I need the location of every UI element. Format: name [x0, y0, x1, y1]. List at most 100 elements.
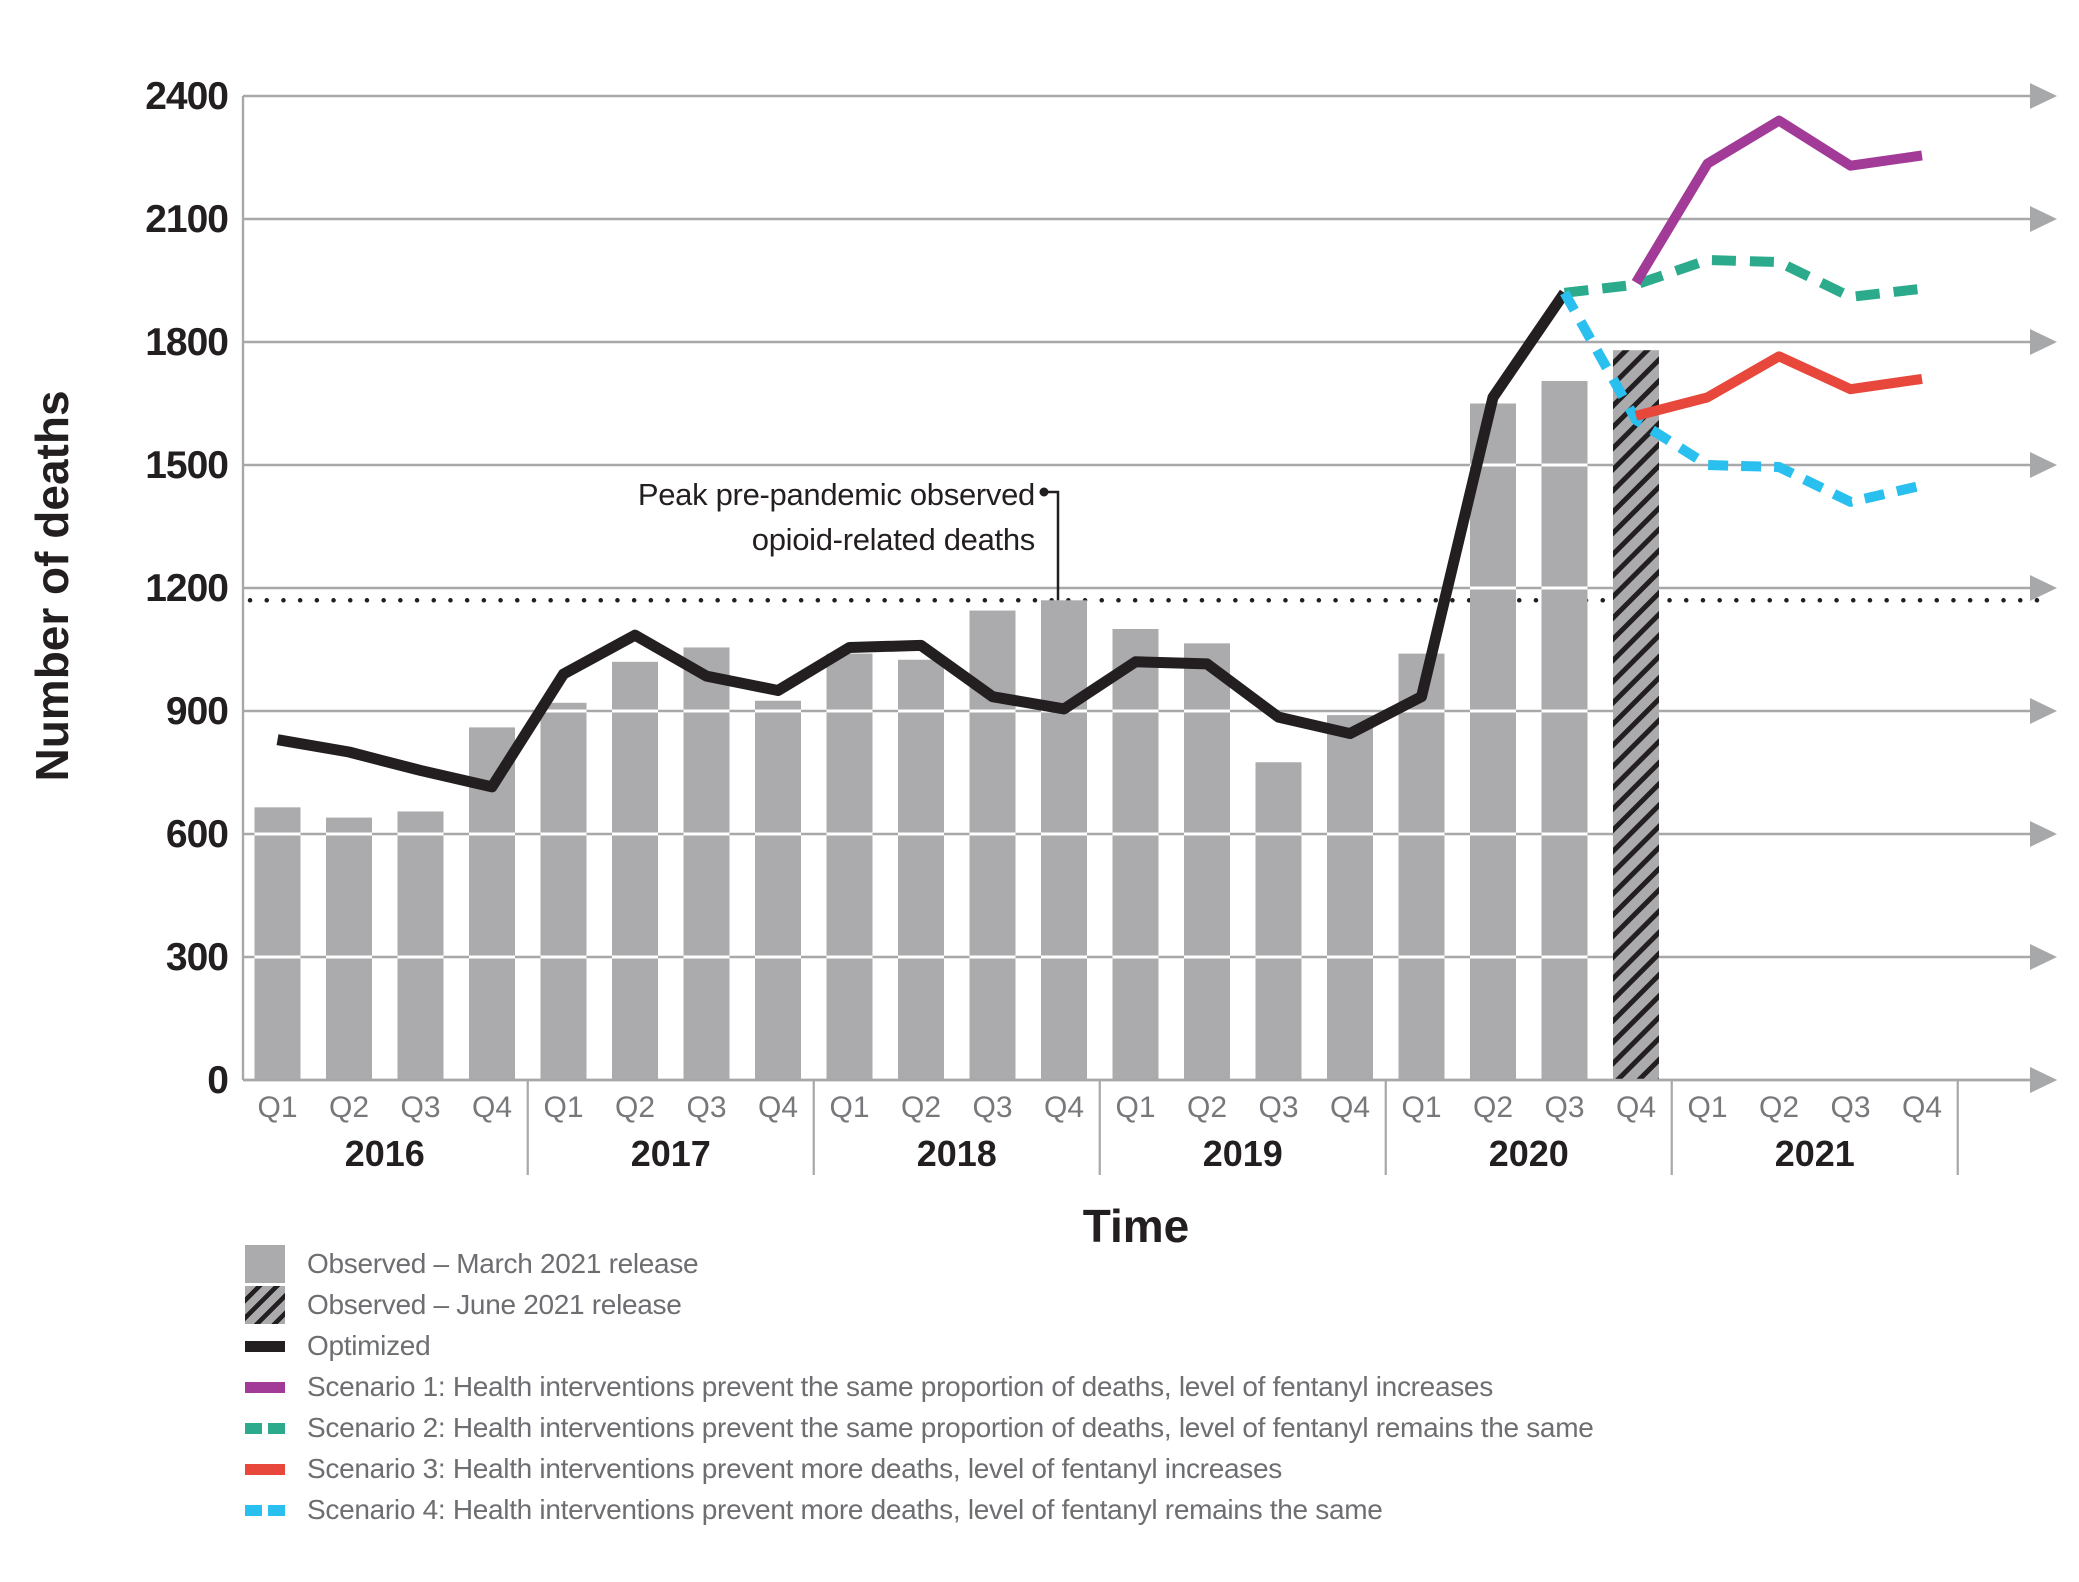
legend-item-scenario-3: Scenario 3: Health interventions prevent… — [245, 1453, 1594, 1484]
grid-arrow-icon — [2030, 329, 2057, 355]
x-tick-label-quarter: Q4 — [1044, 1091, 1084, 1124]
grid-arrow-icon — [2030, 698, 2057, 724]
bar — [898, 659, 944, 1080]
grid-arrow-icon — [2030, 83, 2057, 109]
grid-arrow-icon — [2030, 575, 2057, 601]
x-tick-label-quarter: Q1 — [543, 1091, 583, 1124]
x-tick-label-year: 2017 — [631, 1133, 711, 1174]
y-tick-label: 1200 — [145, 567, 228, 610]
bar — [683, 647, 730, 1080]
y-tick-label: 1500 — [145, 444, 228, 487]
green-dashed-swatch-icon — [245, 1422, 285, 1434]
scenario-1-line — [1631, 115, 1923, 286]
legend-label: Scenario 3: Health interventions prevent… — [307, 1453, 1282, 1484]
x-tick-label-year: 2021 — [1775, 1133, 1855, 1174]
hatched-bar — [1613, 350, 1659, 1080]
bar — [612, 661, 658, 1080]
legend-label: Scenario 2: Health interventions prevent… — [307, 1412, 1594, 1443]
bar-swatch-icon — [245, 1245, 285, 1283]
bar — [826, 653, 873, 1080]
x-tick-label-quarter: Q1 — [829, 1091, 869, 1124]
peak-annotation-line2: opioid-related deaths — [751, 522, 1036, 557]
optimized-line — [276, 289, 1570, 793]
annotation-connector — [1044, 490, 1060, 601]
bar — [540, 702, 587, 1080]
cyan-dashed-swatch-icon — [245, 1504, 285, 1516]
bar — [1255, 762, 1302, 1080]
legend-label: Observed – March 2021 release — [307, 1248, 699, 1279]
x-tick-label-quarter: Q3 — [1258, 1091, 1298, 1124]
bar — [1041, 600, 1087, 1080]
x-tick-label-quarter: Q1 — [1115, 1091, 1155, 1124]
legend-item-observed-march: Observed – March 2021 release — [245, 1245, 1594, 1283]
x-tick-label-quarter: Q2 — [329, 1091, 369, 1124]
x-tick-label-quarter: Q1 — [1687, 1091, 1727, 1124]
x-tick-label-quarter: Q2 — [901, 1091, 941, 1124]
black-line-swatch-icon — [245, 1340, 285, 1352]
y-tick-label: 2100 — [145, 198, 228, 241]
bar — [1327, 715, 1373, 1080]
bar — [1112, 629, 1159, 1080]
legend-item-scenario-4: Scenario 4: Health interventions prevent… — [245, 1494, 1594, 1525]
bar — [755, 700, 801, 1080]
y-tick-label: 2400 — [145, 75, 228, 118]
y-axis-title: Number of deaths — [26, 390, 78, 782]
legend-label: Observed – June 2021 release — [307, 1289, 682, 1320]
grid-arrow-icon — [2030, 206, 2057, 232]
grid-arrow-icon — [2030, 944, 2057, 970]
purple-line-swatch-icon — [245, 1381, 285, 1393]
y-tick-label: 300 — [166, 936, 228, 979]
x-tick-label-quarter: Q4 — [1616, 1091, 1656, 1124]
x-tick-label-quarter: Q4 — [1330, 1091, 1370, 1124]
legend-item-optimized: Optimized — [245, 1330, 1594, 1361]
legend-label: Optimized — [307, 1330, 431, 1361]
x-tick-label-quarter: Q1 — [257, 1091, 297, 1124]
legend-label: Scenario 1: Health interventions prevent… — [307, 1371, 1493, 1402]
scenario-3-line — [1634, 351, 1923, 421]
bar — [1184, 643, 1230, 1080]
y-tick-label: 600 — [166, 813, 228, 856]
y-tick-label: 1800 — [145, 321, 228, 364]
legend-item-scenario-1: Scenario 1: Health interventions prevent… — [245, 1371, 1594, 1402]
red-line-swatch-icon — [245, 1463, 285, 1475]
x-tick-label-quarter: Q3 — [1544, 1091, 1584, 1124]
x-tick-label-quarter: Q3 — [686, 1091, 726, 1124]
x-tick-label-year: 2018 — [917, 1133, 997, 1174]
y-tick-label: 900 — [166, 690, 228, 733]
grid-arrow-icon — [2030, 821, 2057, 847]
x-tick-label-quarter: Q4 — [758, 1091, 798, 1124]
x-tick-label-quarter: Q4 — [472, 1091, 512, 1124]
x-tick-label-quarter: Q3 — [1830, 1091, 1870, 1124]
legend: Observed – March 2021 release Observed –… — [245, 1245, 1594, 1537]
scenario-4-line — [1560, 290, 1924, 507]
bar — [1541, 380, 1588, 1080]
x-axis-arrow-icon — [2030, 1067, 2057, 1093]
legend-item-scenario-2: Scenario 2: Health interventions prevent… — [245, 1412, 1594, 1443]
x-tick-label-quarter: Q3 — [972, 1091, 1012, 1124]
x-tick-label-quarter: Q4 — [1902, 1091, 1942, 1124]
x-tick-label-quarter: Q2 — [615, 1091, 655, 1124]
peak-annotation-line1: Peak pre-pandemic observed — [637, 477, 1035, 512]
legend-label: Scenario 4: Health interventions prevent… — [307, 1494, 1383, 1525]
y-tick-label: 0 — [207, 1059, 228, 1102]
x-tick-label-quarter: Q2 — [1473, 1091, 1513, 1124]
x-tick-label-quarter: Q2 — [1187, 1091, 1227, 1124]
x-tick-label-year: 2019 — [1203, 1133, 1283, 1174]
bar — [1470, 403, 1516, 1080]
peak-annotation: Peak pre-pandemic observed opioid-relate… — [435, 472, 1035, 562]
annotation-connector-dot — [1039, 487, 1049, 497]
scenario-2-line — [1563, 255, 1923, 302]
x-tick-label-quarter: Q1 — [1401, 1091, 1441, 1124]
x-tick-label-year: 2020 — [1489, 1133, 1569, 1174]
bar — [254, 807, 301, 1080]
x-tick-label-year: 2016 — [345, 1133, 425, 1174]
bar — [1398, 653, 1445, 1080]
x-tick-label-quarter: Q3 — [400, 1091, 440, 1124]
bar — [326, 817, 372, 1080]
hatched-bar-swatch-icon — [245, 1286, 285, 1324]
x-axis-title: Time — [1082, 1200, 1190, 1252]
bar — [397, 811, 444, 1080]
x-tick-label-quarter: Q2 — [1759, 1091, 1799, 1124]
